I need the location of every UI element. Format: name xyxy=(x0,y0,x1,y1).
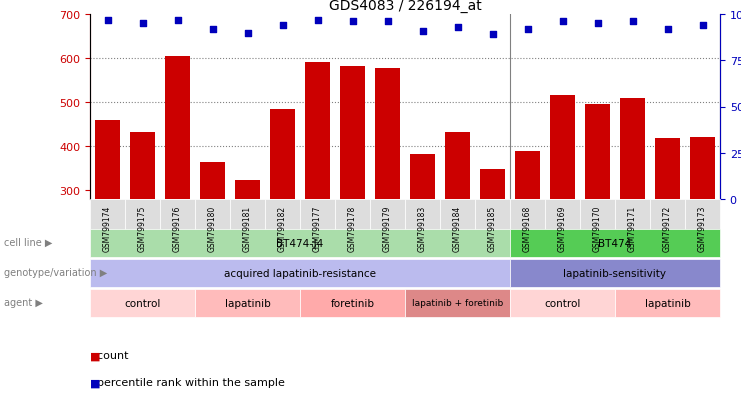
Point xyxy=(591,21,603,28)
Text: percentile rank within the sample: percentile rank within the sample xyxy=(90,377,285,387)
Text: cell line ▶: cell line ▶ xyxy=(4,237,52,247)
Text: lapatinib + foretinib: lapatinib + foretinib xyxy=(412,299,503,308)
Text: GSM799172: GSM799172 xyxy=(663,205,672,252)
Text: GSM799177: GSM799177 xyxy=(313,205,322,252)
Text: GSM799182: GSM799182 xyxy=(278,205,287,252)
Text: count: count xyxy=(90,351,128,361)
Point xyxy=(697,23,708,29)
Point xyxy=(662,26,674,33)
Bar xyxy=(305,63,330,323)
Bar xyxy=(411,155,435,323)
Text: ■: ■ xyxy=(90,377,101,387)
Text: lapatinib: lapatinib xyxy=(645,298,691,308)
Point xyxy=(487,32,499,38)
Bar xyxy=(130,133,155,323)
Point xyxy=(242,30,253,37)
Point xyxy=(382,19,393,26)
Point xyxy=(276,23,288,29)
Bar xyxy=(340,67,365,323)
Text: acquired lapatinib-resistance: acquired lapatinib-resistance xyxy=(224,268,376,278)
Bar xyxy=(96,121,120,323)
Bar xyxy=(551,96,575,323)
Bar xyxy=(270,109,295,323)
Text: GSM799174: GSM799174 xyxy=(103,205,112,252)
Point xyxy=(522,26,534,33)
Bar xyxy=(165,57,190,323)
Bar xyxy=(620,98,645,323)
Bar xyxy=(655,139,679,323)
Text: agent ▶: agent ▶ xyxy=(4,297,42,307)
Text: BT474: BT474 xyxy=(599,238,631,248)
Bar xyxy=(515,151,539,323)
Title: GDS4083 / 226194_at: GDS4083 / 226194_at xyxy=(328,0,482,12)
Bar xyxy=(200,162,225,323)
Text: foretinib: foretinib xyxy=(330,298,374,308)
Text: genotype/variation ▶: genotype/variation ▶ xyxy=(4,267,107,277)
Text: GSM799170: GSM799170 xyxy=(593,205,602,252)
Text: control: control xyxy=(545,298,581,308)
Text: lapatinib-sensitivity: lapatinib-sensitivity xyxy=(563,268,666,278)
Point xyxy=(172,17,184,24)
Point xyxy=(416,28,428,35)
Bar xyxy=(480,170,505,323)
Point xyxy=(451,25,463,31)
Text: GSM799185: GSM799185 xyxy=(488,205,497,252)
Text: GSM799179: GSM799179 xyxy=(383,205,392,252)
Point xyxy=(627,19,639,26)
Bar xyxy=(585,105,610,323)
Text: GSM799169: GSM799169 xyxy=(558,205,567,252)
Text: GSM799184: GSM799184 xyxy=(453,205,462,252)
Point xyxy=(207,26,219,33)
Point xyxy=(311,17,323,24)
Bar xyxy=(445,133,470,323)
Bar xyxy=(375,69,399,323)
Point xyxy=(556,19,568,26)
Text: GSM799183: GSM799183 xyxy=(418,205,427,252)
Text: GSM799181: GSM799181 xyxy=(243,205,252,252)
Bar xyxy=(235,180,260,323)
Text: GSM799178: GSM799178 xyxy=(348,205,357,252)
Point xyxy=(136,21,148,28)
Text: BT474-J4: BT474-J4 xyxy=(276,238,324,248)
Text: GSM799176: GSM799176 xyxy=(173,205,182,252)
Text: GSM799168: GSM799168 xyxy=(523,205,532,252)
Text: GSM799180: GSM799180 xyxy=(208,205,217,252)
Text: GSM799175: GSM799175 xyxy=(138,205,147,252)
Text: GSM799173: GSM799173 xyxy=(698,205,707,252)
Point xyxy=(347,19,359,26)
Point xyxy=(102,17,113,24)
Text: GSM799171: GSM799171 xyxy=(628,205,637,252)
Text: lapatinib: lapatinib xyxy=(225,298,270,308)
Text: ■: ■ xyxy=(90,351,101,361)
Text: control: control xyxy=(124,298,161,308)
Bar xyxy=(691,138,715,323)
